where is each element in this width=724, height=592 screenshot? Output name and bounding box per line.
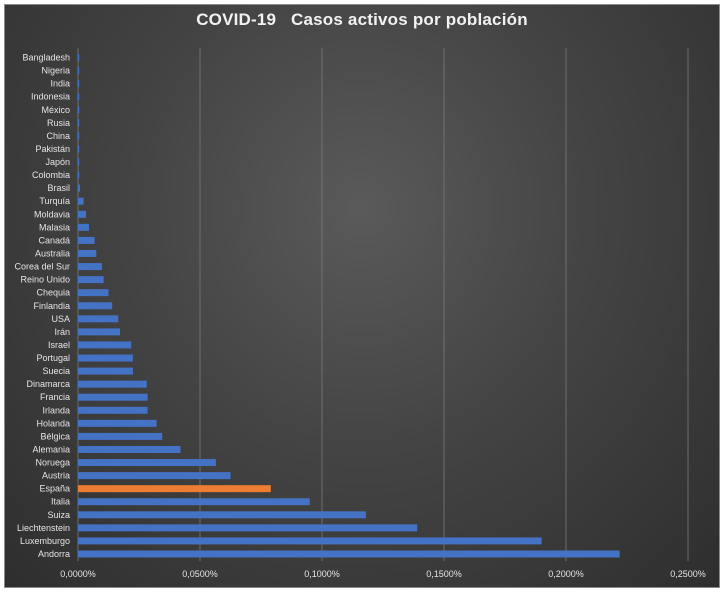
- category-label: Suiza: [47, 510, 70, 520]
- x-tick-label: 0,0500%: [182, 569, 218, 579]
- bar: [78, 511, 366, 519]
- category-label: Corea del Sur: [14, 262, 70, 272]
- category-label: Pakistán: [35, 144, 70, 154]
- bar: [78, 67, 80, 75]
- bar: [78, 315, 119, 323]
- bar: [78, 236, 95, 244]
- bar: [78, 93, 80, 101]
- x-tick-label: 0,1000%: [304, 569, 340, 579]
- bar: [78, 537, 542, 545]
- category-label: Bélgica: [40, 431, 70, 441]
- bar: [78, 328, 120, 336]
- bar: [78, 432, 163, 440]
- category-label: Irán: [54, 327, 70, 337]
- x-tick-label: 0,1500%: [426, 569, 462, 579]
- bar: [78, 158, 80, 166]
- bar: [78, 145, 80, 153]
- x-tick-label: 0,2000%: [548, 569, 584, 579]
- category-label: Bangladesh: [22, 53, 70, 63]
- bar: [78, 459, 216, 467]
- x-tick-label: 0,0000%: [60, 569, 96, 579]
- category-label: Austria: [42, 471, 70, 481]
- bar: [78, 276, 104, 284]
- category-label: Canadá: [38, 235, 70, 245]
- bar: [78, 524, 418, 532]
- bar: [78, 184, 80, 192]
- bar: [78, 263, 102, 271]
- category-label: Colombia: [32, 170, 70, 180]
- category-label: China: [46, 131, 70, 141]
- bar: [78, 289, 109, 297]
- category-label: Alemania: [32, 444, 70, 454]
- bar: [78, 80, 80, 88]
- category-label: España: [39, 484, 70, 494]
- bar: [78, 119, 80, 127]
- bar: [78, 171, 80, 179]
- bar: [78, 197, 84, 205]
- category-label: Luxemburgo: [20, 536, 70, 546]
- category-label: Chequia: [36, 288, 70, 298]
- category-label: USA: [51, 314, 70, 324]
- category-label: México: [41, 105, 70, 115]
- category-label: Moldavia: [34, 209, 70, 219]
- bar: [78, 106, 80, 114]
- bar: [78, 54, 80, 61]
- category-label: Italia: [51, 497, 70, 507]
- category-label: Irlanda: [42, 405, 70, 415]
- category-label: Suecia: [42, 366, 70, 376]
- bar: [78, 550, 620, 558]
- category-label: Liechtenstein: [17, 523, 70, 533]
- category-label: Reino Unido: [20, 275, 70, 285]
- x-tick-label: 0,2500%: [670, 569, 706, 579]
- bar: [78, 445, 181, 453]
- category-label: Australia: [35, 248, 70, 258]
- category-label: Finlandia: [33, 301, 70, 311]
- category-label: Noruega: [35, 458, 70, 468]
- bar: [78, 223, 89, 231]
- category-label: Portugal: [36, 353, 70, 363]
- bar: [78, 341, 132, 349]
- bar: [78, 249, 97, 257]
- category-label: Japón: [45, 157, 70, 167]
- category-label: Andorra: [38, 549, 70, 559]
- bar: [78, 393, 148, 401]
- category-label: Indonesia: [31, 92, 70, 102]
- category-label: Israel: [48, 340, 70, 350]
- bar: [78, 472, 231, 480]
- bar: [78, 210, 87, 218]
- category-label: Brasil: [47, 183, 70, 193]
- category-label: India: [50, 79, 70, 89]
- category-label: Turquía: [39, 196, 70, 206]
- bar: [78, 367, 133, 375]
- bar: [78, 485, 271, 493]
- bar: [78, 132, 80, 140]
- category-label: Holanda: [36, 418, 70, 428]
- bar: [78, 406, 148, 414]
- bar: [78, 380, 147, 388]
- category-label: Francia: [40, 392, 70, 402]
- category-label: Malasia: [39, 222, 70, 232]
- chart-title: COVID-19 Casos activos por población: [196, 10, 528, 29]
- bar: [78, 354, 133, 362]
- bar: [78, 302, 113, 310]
- bar: [78, 419, 157, 427]
- bar: [78, 498, 310, 506]
- category-label: Dinamarca: [26, 379, 70, 389]
- category-label: Nigeria: [41, 66, 70, 76]
- category-label: Rusia: [47, 118, 70, 128]
